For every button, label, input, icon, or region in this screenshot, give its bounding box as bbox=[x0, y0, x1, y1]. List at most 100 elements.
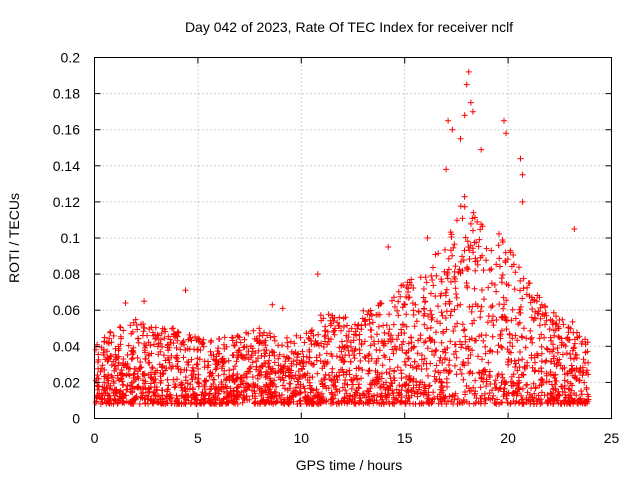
data-point bbox=[503, 130, 509, 137]
data-point bbox=[155, 351, 162, 358]
data-point bbox=[269, 349, 276, 356]
data-point bbox=[409, 364, 416, 371]
data-point bbox=[444, 275, 451, 282]
data-point bbox=[398, 282, 405, 289]
data-point bbox=[117, 324, 124, 331]
data-point bbox=[459, 361, 466, 368]
data-point bbox=[411, 323, 418, 330]
data-point bbox=[415, 337, 422, 344]
data-point bbox=[216, 397, 223, 404]
data-point bbox=[317, 312, 324, 319]
data-point bbox=[184, 345, 191, 352]
data-point bbox=[174, 352, 181, 359]
data-point bbox=[479, 287, 485, 293]
data-point bbox=[429, 336, 436, 343]
data-point bbox=[567, 355, 574, 362]
data-point bbox=[497, 331, 504, 338]
data-point bbox=[259, 397, 266, 404]
chart-title: Day 042 of 2023, Rate Of TEC Index for r… bbox=[185, 19, 513, 35]
data-point bbox=[543, 317, 550, 324]
data-point bbox=[521, 325, 527, 332]
data-point bbox=[287, 380, 294, 387]
data-point bbox=[181, 385, 188, 392]
data-point bbox=[182, 287, 189, 294]
data-point bbox=[158, 377, 165, 384]
data-point bbox=[378, 390, 385, 397]
data-point bbox=[221, 358, 228, 365]
data-point bbox=[320, 383, 326, 390]
data-point bbox=[441, 367, 447, 374]
data-point bbox=[377, 384, 384, 391]
data-point bbox=[108, 400, 115, 407]
data-point bbox=[444, 270, 451, 276]
data-point bbox=[304, 393, 311, 400]
data-point bbox=[132, 394, 139, 401]
data-point bbox=[206, 370, 213, 376]
data-point bbox=[418, 356, 425, 363]
data-point bbox=[168, 353, 175, 359]
data-point bbox=[474, 261, 481, 268]
data-point bbox=[142, 392, 149, 399]
y-tick-label: 0.04 bbox=[53, 338, 80, 354]
data-point bbox=[123, 392, 129, 399]
data-point bbox=[327, 322, 334, 329]
data-point bbox=[271, 333, 278, 340]
data-point bbox=[562, 397, 569, 404]
data-point bbox=[355, 384, 362, 391]
data-point bbox=[192, 333, 198, 340]
data-point bbox=[302, 389, 309, 395]
data-point bbox=[493, 401, 500, 407]
data-point bbox=[538, 389, 545, 396]
data-point bbox=[472, 301, 479, 308]
data-point bbox=[203, 377, 210, 384]
data-point bbox=[442, 349, 449, 356]
data-point bbox=[308, 386, 315, 393]
data-point bbox=[265, 386, 272, 393]
data-point bbox=[410, 376, 417, 382]
data-point bbox=[284, 394, 291, 401]
data-point bbox=[343, 337, 350, 344]
data-point bbox=[424, 235, 431, 241]
data-point bbox=[457, 338, 463, 345]
data-point bbox=[584, 339, 591, 346]
data-point bbox=[356, 346, 363, 353]
data-point bbox=[512, 269, 519, 276]
data-point bbox=[463, 81, 470, 88]
data-point bbox=[235, 347, 242, 354]
data-point bbox=[524, 381, 531, 388]
data-point bbox=[385, 398, 392, 405]
data-point bbox=[427, 307, 434, 314]
data-point bbox=[491, 381, 498, 387]
data-point bbox=[383, 322, 390, 329]
data-point bbox=[177, 346, 184, 353]
data-point bbox=[194, 355, 201, 362]
data-point bbox=[212, 399, 219, 406]
data-point bbox=[126, 372, 133, 379]
data-point bbox=[322, 323, 329, 330]
data-point bbox=[232, 363, 239, 370]
data-point bbox=[236, 334, 243, 341]
data-point bbox=[309, 327, 315, 334]
data-point bbox=[242, 380, 249, 387]
data-point bbox=[375, 323, 382, 330]
data-point bbox=[335, 323, 342, 329]
data-point bbox=[147, 396, 154, 403]
data-point bbox=[464, 238, 471, 245]
data-point bbox=[351, 399, 358, 405]
data-point bbox=[343, 368, 350, 375]
data-point bbox=[581, 379, 588, 386]
data-point bbox=[542, 303, 548, 309]
data-point bbox=[440, 330, 447, 337]
data-point bbox=[256, 333, 263, 339]
data-point bbox=[457, 366, 464, 373]
data-point bbox=[420, 294, 427, 301]
data-point bbox=[411, 343, 418, 350]
data-point bbox=[508, 263, 515, 270]
data-point bbox=[187, 381, 194, 388]
x-axis-label: GPS time / hours bbox=[296, 457, 403, 473]
data-point bbox=[445, 117, 452, 124]
data-point bbox=[407, 375, 414, 382]
data-point bbox=[124, 386, 131, 393]
data-point bbox=[503, 281, 510, 287]
data-point bbox=[187, 401, 194, 407]
